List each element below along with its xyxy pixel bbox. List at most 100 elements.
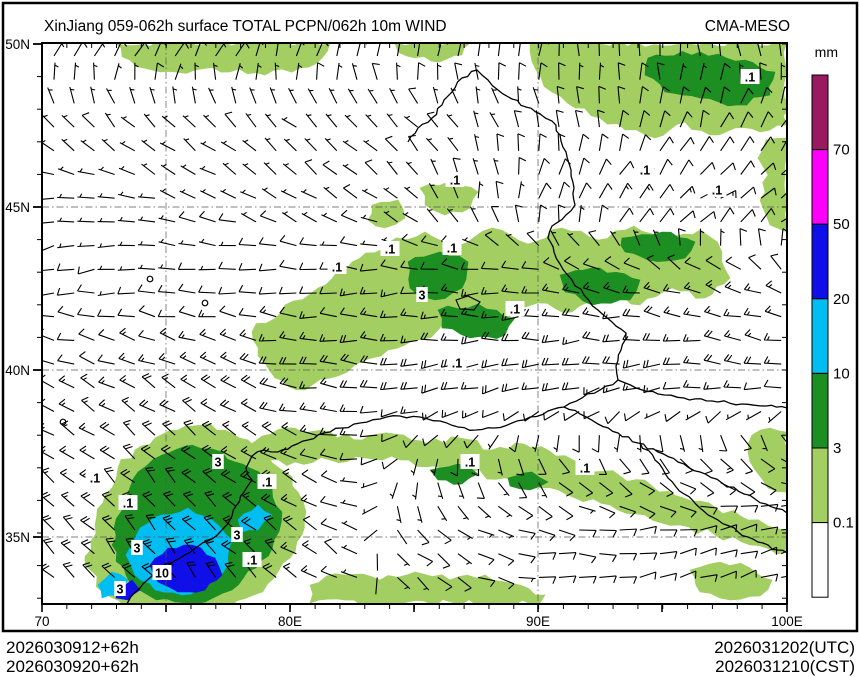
wind-barb: [400, 381, 418, 390]
wind-barb: [118, 352, 135, 365]
wind-barb: [60, 539, 75, 555]
wind-barb: [137, 354, 156, 365]
wind-barb: [743, 307, 762, 318]
wind-barb: [258, 356, 277, 365]
wind-barb: [457, 529, 473, 541]
wind-barb: [183, 138, 196, 152]
precip-region-light_green: [394, 43, 471, 63]
wind-barb: [280, 493, 297, 507]
wind-barb: [219, 399, 237, 413]
wind-barb: [224, 111, 237, 128]
colorbar-level-label: 70: [833, 142, 850, 159]
wind-barb: [574, 109, 583, 128]
wind-barb: [104, 112, 116, 128]
wind-barb: [720, 549, 738, 558]
wind-barb: [101, 491, 115, 507]
wind-barb: [563, 411, 580, 421]
wind-barb: [555, 109, 564, 128]
wind-barb: [420, 360, 438, 370]
wind-barb: [301, 469, 317, 484]
wind-barb: [682, 380, 701, 389]
wind-barb: [521, 359, 539, 369]
wind-barb: [639, 86, 649, 104]
boundary-layer: [125, 69, 787, 604]
wind-barb: [158, 264, 176, 270]
wind-barb: [481, 331, 499, 341]
lake-outline: [455, 295, 481, 311]
precip-region-cyan: [237, 504, 273, 533]
wind-barb: [745, 411, 762, 421]
wind-barb: [319, 427, 337, 436]
wind-barb: [77, 266, 95, 275]
wind-barb: [581, 356, 600, 365]
wind-barb: [619, 207, 634, 223]
wind-barb: [480, 310, 499, 319]
contour-label-box: [575, 460, 595, 475]
wind-barb: [379, 381, 398, 391]
wind-barb: [138, 193, 156, 199]
wind-barb: [400, 358, 418, 367]
wind-barb: [526, 230, 540, 246]
wind-barb: [98, 376, 115, 389]
wind-barb: [299, 237, 317, 247]
wind-barb: [579, 553, 597, 564]
wind-barb: [440, 333, 459, 341]
wind-barb: [299, 448, 317, 460]
wind-barb: [259, 377, 277, 389]
wind-barb: [57, 193, 75, 199]
wind-barb: [142, 491, 156, 507]
contour-label: .1: [580, 462, 590, 476]
wind-barb: [119, 374, 136, 389]
wind-barb: [720, 458, 734, 474]
wind-barb: [740, 160, 755, 175]
wind-barb: [42, 422, 55, 436]
wind-barb: [263, 162, 277, 175]
wind-barb: [282, 515, 297, 531]
wind-barb: [360, 214, 378, 223]
wind-barb: [238, 308, 257, 318]
wind-barb: [400, 406, 418, 415]
wind-barb: [42, 353, 55, 365]
wind-barb: [619, 458, 632, 475]
wind-barb: [154, 62, 165, 80]
wind-barb: [279, 330, 297, 341]
wind-barb: [659, 158, 673, 175]
wind-barb: [622, 359, 640, 369]
wind-barb: [341, 544, 358, 555]
wind-barb: [535, 110, 541, 128]
wind-barb: [639, 208, 655, 223]
wind-barb: [538, 529, 556, 542]
wind-barb: [643, 385, 661, 394]
wind-barb: [97, 265, 115, 270]
wind-barb: [361, 505, 378, 515]
wind-barb: [157, 309, 176, 318]
wind-barb: [101, 562, 115, 578]
contour-label-layer: .1 .1 .1 .1 .1 .1 .1 3 .1 .1 .1 .1 3 3 .1 10 3 .1 .1 .1 3: [85, 69, 760, 597]
wind-barb: [446, 208, 459, 223]
wind-barb: [538, 552, 557, 560]
wind-barb: [538, 482, 548, 498]
wind-barb: [743, 283, 762, 294]
wind-barb: [553, 435, 560, 453]
wind-barb: [80, 373, 95, 389]
wind-barb: [396, 529, 408, 545]
wind-barb: [602, 311, 620, 320]
contour-label-box: [380, 241, 400, 256]
wind-barb: [604, 256, 620, 270]
wind-barb: [780, 139, 787, 152]
contour-label: .1: [712, 184, 722, 198]
wind-barb: [679, 210, 696, 223]
wind-barb-layer: [42, 43, 787, 595]
wind-barb: [258, 286, 277, 295]
x-tick-label: 100E: [771, 614, 803, 629]
wind-barb: [680, 547, 697, 556]
wind-barb: [763, 333, 782, 341]
wind-barb: [260, 493, 277, 507]
colorbar-level-label: 20: [833, 291, 850, 308]
wind-barb: [421, 411, 439, 421]
wind-barb: [80, 516, 95, 531]
wind-barb: [138, 305, 156, 318]
wind-barb: [261, 421, 277, 436]
wind-barb: [679, 482, 697, 495]
wind-barb: [199, 328, 216, 341]
